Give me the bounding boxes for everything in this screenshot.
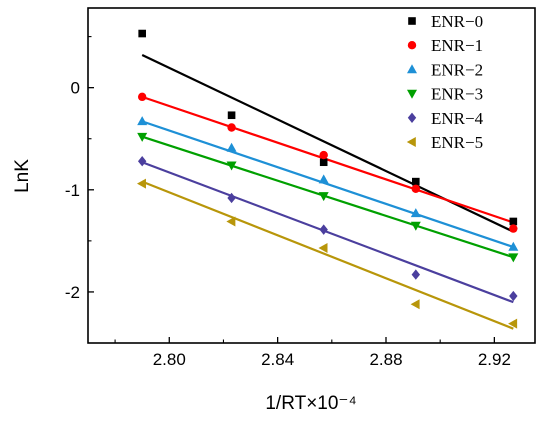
data-point xyxy=(137,156,147,167)
axis-ticks: 2.80 2.84 2.88 2.92 0 -1 -2 xyxy=(65,36,511,369)
data-point xyxy=(412,177,420,186)
fit-line-3 xyxy=(141,135,514,259)
legend-marker xyxy=(407,89,417,99)
data-point xyxy=(319,224,328,235)
data-point xyxy=(508,318,518,329)
x-tick-label: 2.92 xyxy=(478,350,511,369)
legend: ENR−0 ENR−1 ENR−2 ENR−3 ENR−4 ENR−5 xyxy=(406,12,484,152)
data-point xyxy=(318,243,328,254)
data-point xyxy=(137,116,148,126)
fit-line-1 xyxy=(141,95,514,224)
legend-entry-label: ENR−2 xyxy=(431,60,483,79)
data-point xyxy=(411,269,420,280)
y-tick-label: 0 xyxy=(71,79,80,98)
data-point xyxy=(318,174,329,184)
legend-marker xyxy=(407,41,417,50)
data-points xyxy=(136,29,519,329)
data-point xyxy=(319,150,328,160)
data-point xyxy=(319,158,328,167)
legend-marker xyxy=(406,137,416,147)
data-point xyxy=(509,290,518,302)
x-axis-label: 1/RT×10⁻⁴ xyxy=(265,393,356,414)
data-point xyxy=(138,29,146,38)
data-point xyxy=(410,208,421,218)
legend-entry-label: ENR−1 xyxy=(431,36,483,55)
data-point xyxy=(410,221,421,231)
x-tick-label: 2.84 xyxy=(261,350,294,369)
data-point xyxy=(226,216,236,227)
x-tick-label: 2.88 xyxy=(369,350,402,369)
fit-lines xyxy=(141,53,514,330)
legend-marker xyxy=(407,112,417,123)
data-point xyxy=(508,241,519,251)
plot-frame xyxy=(87,7,536,344)
fit-line-4 xyxy=(141,161,514,304)
legend-entry-label: ENR−3 xyxy=(431,85,483,104)
fit-line-5 xyxy=(141,180,514,330)
data-point xyxy=(227,192,236,204)
data-point xyxy=(227,111,236,120)
fit-line-2 xyxy=(141,120,514,249)
data-point xyxy=(508,253,519,263)
data-point xyxy=(410,299,420,310)
legend-marker xyxy=(408,17,416,25)
legend-entry-label: ENR−0 xyxy=(431,12,483,31)
y-tick-label: -1 xyxy=(65,181,80,200)
x-tick-label: 2.80 xyxy=(153,350,186,369)
data-point xyxy=(227,123,236,132)
data-point xyxy=(226,142,237,152)
data-point xyxy=(136,178,146,189)
data-point xyxy=(318,192,329,202)
data-point xyxy=(137,92,147,102)
data-point xyxy=(509,217,518,226)
legend-marker xyxy=(407,64,417,74)
data-point xyxy=(411,184,420,193)
y-tick-label: -2 xyxy=(65,283,80,302)
legend-entry-label: ENR−5 xyxy=(431,133,483,152)
y-axis-label: LnK xyxy=(12,159,33,193)
legend-entry-label: ENR−4 xyxy=(431,109,484,128)
data-point xyxy=(509,224,518,233)
data-point xyxy=(226,161,237,171)
data-point xyxy=(137,132,148,142)
